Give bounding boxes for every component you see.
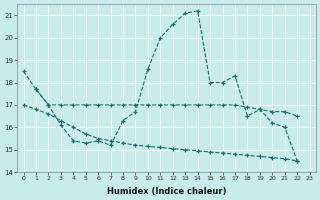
X-axis label: Humidex (Indice chaleur): Humidex (Indice chaleur) — [107, 187, 226, 196]
